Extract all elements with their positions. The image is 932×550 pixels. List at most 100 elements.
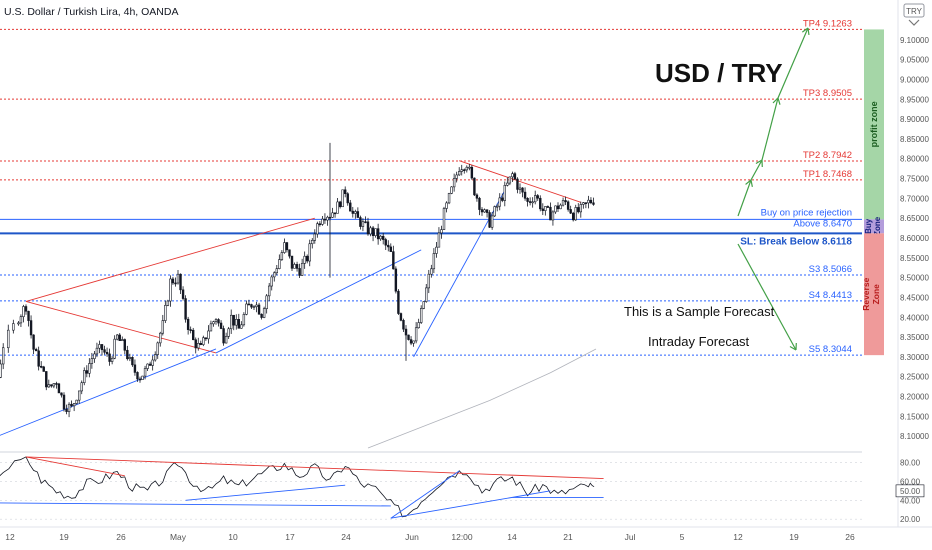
candle <box>381 235 385 240</box>
candle <box>490 215 494 228</box>
candle <box>85 370 89 374</box>
candle <box>442 208 446 230</box>
candle <box>83 370 86 384</box>
candle <box>574 207 577 221</box>
candle <box>62 394 66 410</box>
candle <box>460 169 463 172</box>
candle <box>240 324 243 329</box>
candle <box>217 319 220 324</box>
candle <box>197 343 200 349</box>
candle <box>29 320 33 336</box>
osc-tick: 20.00 <box>900 515 921 524</box>
time-tick: 12:00 <box>451 532 473 542</box>
candle <box>369 227 372 235</box>
level-label: TP1 8.7468 <box>803 169 852 180</box>
zone-label: Zone <box>871 284 881 305</box>
candle <box>247 303 251 306</box>
time-tick: 19 <box>789 532 799 542</box>
candle <box>42 366 45 372</box>
candle <box>457 171 461 176</box>
candle <box>257 304 261 315</box>
candle <box>70 403 73 407</box>
candle <box>252 306 256 308</box>
collapse-icon[interactable] <box>908 19 920 26</box>
candle <box>587 199 590 204</box>
arrow-head <box>789 342 797 351</box>
candle <box>316 223 319 235</box>
candle <box>592 202 595 205</box>
arrow-head <box>755 159 763 168</box>
candle <box>343 189 347 194</box>
candle <box>19 316 23 324</box>
price-axis[interactable]: 9.10000 9.05000 9.00000 8.95000 8.90000 8.850… <box>895 36 929 524</box>
sample-note: This is a Sample Forecast <box>624 304 775 319</box>
candle <box>346 193 349 204</box>
level-label: SL: Break Below 8.6118 <box>740 236 852 247</box>
candle <box>22 306 25 317</box>
currency-badge[interactable]: TRY <box>903 3 925 18</box>
candle <box>52 383 56 387</box>
candle <box>571 212 575 221</box>
candle <box>579 204 583 213</box>
main-title: USD / TRY <box>655 58 783 88</box>
candle <box>212 321 215 325</box>
candle <box>551 211 555 221</box>
price-tick: 8.35000 <box>900 333 929 342</box>
candle <box>533 195 537 203</box>
candle <box>389 246 392 252</box>
candle <box>521 187 524 193</box>
candle <box>409 339 413 344</box>
candle <box>303 255 306 264</box>
intraday-note: Intraday Forecast <box>648 334 750 349</box>
candle <box>577 207 580 213</box>
candle <box>184 298 187 320</box>
resistance-trendline <box>459 160 581 203</box>
candle <box>541 208 545 211</box>
candle <box>260 313 263 318</box>
time-tick: 12 <box>5 532 15 542</box>
candle <box>0 363 2 378</box>
candle <box>288 249 291 257</box>
candle <box>366 221 370 235</box>
candle <box>103 349 106 353</box>
candle <box>273 272 276 278</box>
candle <box>488 212 491 228</box>
candle <box>126 349 129 360</box>
price-tick: 8.95000 <box>900 95 929 104</box>
zone-band <box>864 219 884 234</box>
osc-tick: 80.00 <box>900 459 921 468</box>
candle <box>295 264 299 269</box>
price-tick: 8.30000 <box>900 353 929 362</box>
price-tick: 8.60000 <box>900 234 929 243</box>
candle <box>219 322 223 329</box>
level-label: Buy on price rejection <box>761 207 852 218</box>
candle <box>133 364 137 373</box>
candle <box>65 408 68 412</box>
candle <box>430 268 433 275</box>
arrow-head <box>801 27 810 36</box>
level-label: S4 8.4413 <box>809 290 852 301</box>
candle <box>508 176 512 184</box>
candle <box>468 166 471 169</box>
candle <box>192 329 195 341</box>
candle <box>186 318 190 330</box>
candle <box>399 313 403 321</box>
price-tick: 8.75000 <box>900 175 929 184</box>
candle <box>136 372 139 380</box>
candle <box>105 351 109 355</box>
candle <box>351 210 354 214</box>
time-tick: Jun <box>405 532 419 542</box>
price-tick: 8.85000 <box>900 135 929 144</box>
osc-trendline <box>390 470 460 519</box>
candle <box>118 334 121 342</box>
candle <box>419 308 423 323</box>
candle <box>475 194 479 199</box>
candle <box>285 242 289 251</box>
candle <box>318 223 322 226</box>
candle <box>174 282 177 285</box>
time-axis[interactable]: 12 19 26 May 10 17 24 Jun 12:00 14 21 Jul 5 12 19 26 <box>5 532 855 542</box>
candle <box>447 193 451 204</box>
price-tick: 8.15000 <box>900 412 929 421</box>
